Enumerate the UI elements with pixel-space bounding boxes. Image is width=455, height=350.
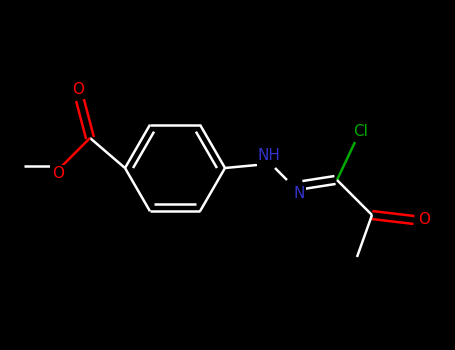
- Text: NH: NH: [258, 147, 280, 162]
- Text: O: O: [72, 83, 84, 98]
- Text: N: N: [293, 186, 305, 201]
- Text: O: O: [418, 212, 430, 228]
- Text: Cl: Cl: [354, 125, 369, 140]
- Text: O: O: [52, 167, 64, 182]
